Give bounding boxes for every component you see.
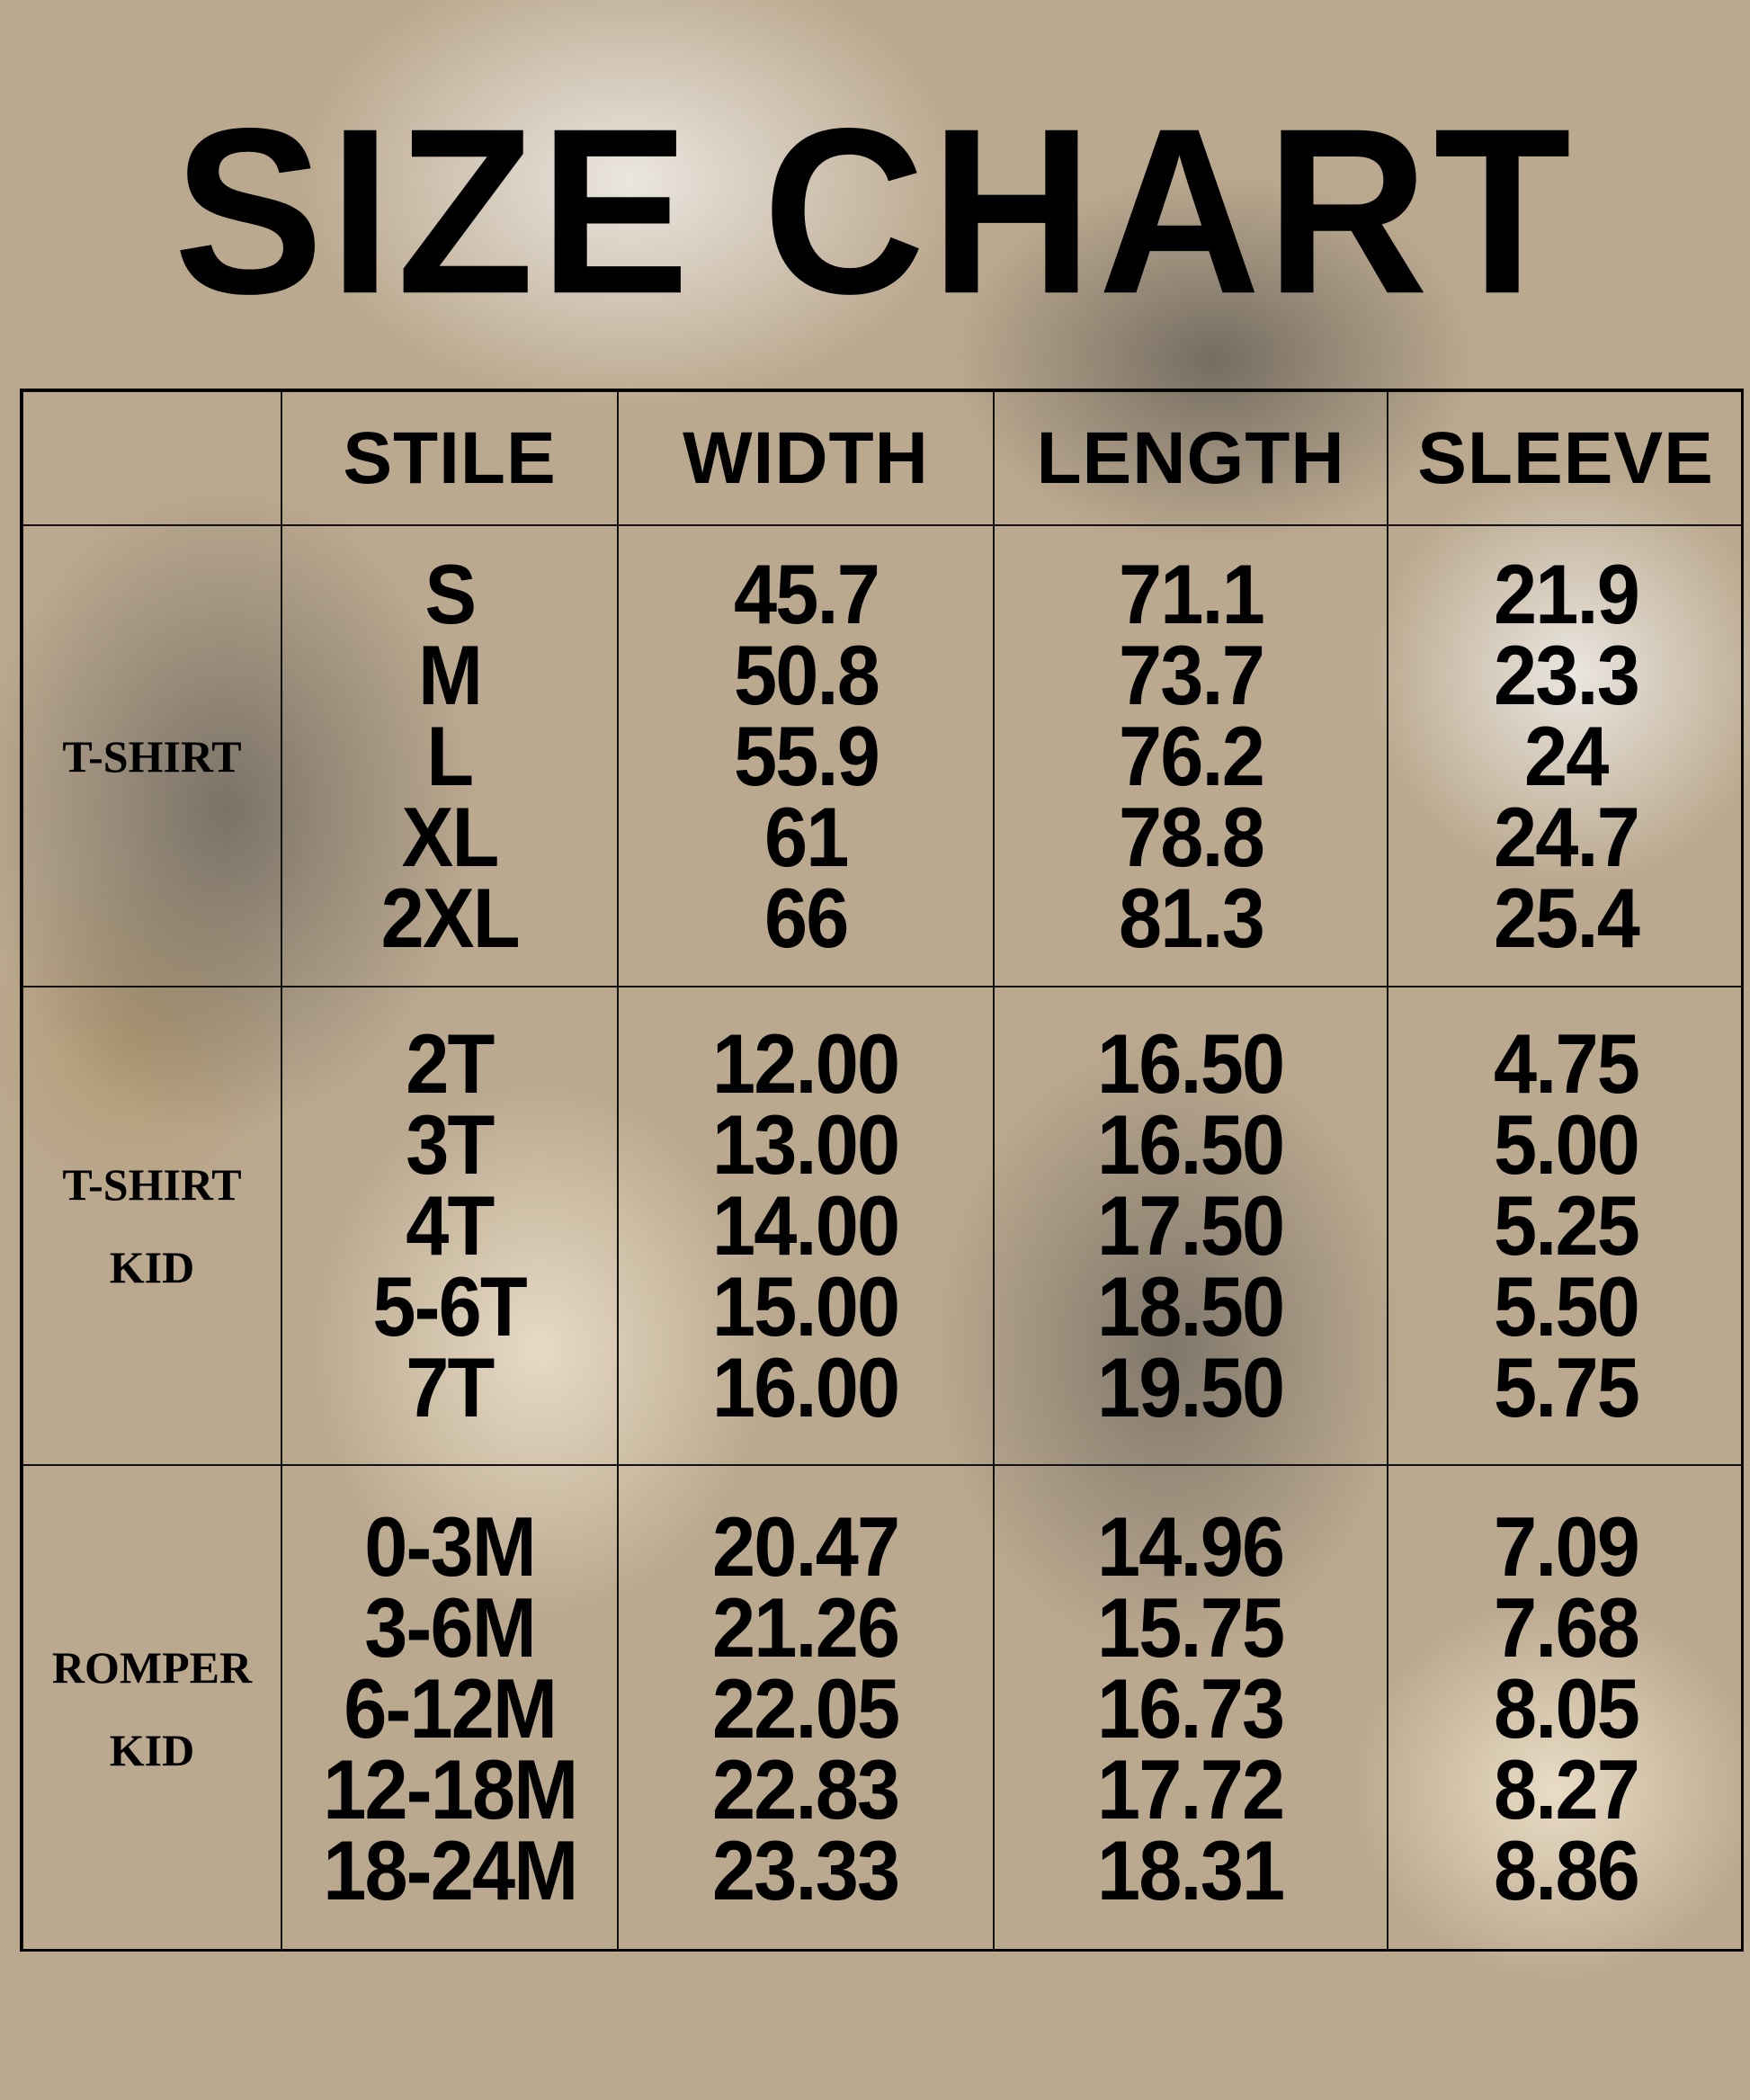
sizes-value: 2T [406, 1016, 495, 1111]
sleeve-value: 5.00 [1493, 1097, 1640, 1192]
length-value: 18.31 [1097, 1822, 1285, 1917]
length-value: 15.75 [1097, 1579, 1285, 1675]
sleeve-cell: 4.75 5.00 5.25 5.50 5.75 [1388, 987, 1744, 1465]
sleeve-value: 5.25 [1493, 1178, 1640, 1273]
sizes-value: 5-6T [372, 1259, 528, 1354]
sleeve-value: 8.86 [1493, 1822, 1640, 1917]
length-value: 17.72 [1097, 1741, 1285, 1836]
sizes-value: XL [401, 789, 500, 884]
length-value: 81.3 [1118, 870, 1265, 965]
sizes-cell: 0-3M 3-6M 6-12M 12-18M 18-24M [281, 1465, 618, 1952]
length-value: 73.7 [1118, 627, 1265, 722]
length-value: 76.2 [1118, 708, 1265, 803]
width-cell: 20.47 21.26 22.05 22.83 23.33 [618, 1465, 994, 1952]
width-cell: 45.7 50.8 55.9 61 66 [618, 525, 994, 987]
width-value: 66 [763, 870, 849, 965]
sizes-value: 4T [406, 1178, 495, 1273]
length-cell: 71.1 73.7 76.2 78.8 81.3 [994, 525, 1388, 987]
sleeve-value: 25.4 [1493, 870, 1640, 965]
sleeve-cell: 21.9 23.3 24 24.7 25.4 [1388, 525, 1744, 987]
page-title: SIZE CHART [174, 79, 1576, 343]
sleeve-value: 21.9 [1493, 546, 1640, 641]
width-value: 61 [763, 789, 849, 884]
length-value: 14.96 [1097, 1498, 1285, 1594]
length-value: 16.50 [1097, 1097, 1285, 1192]
sizes-cell: S M L XL 2XL [281, 525, 618, 987]
sleeve-value: 24 [1523, 708, 1609, 803]
length-value: 19.50 [1097, 1340, 1285, 1434]
sleeve-value: 7.09 [1493, 1498, 1640, 1594]
section-label: ROMPER KID [22, 1465, 281, 1952]
size-chart-table: STILE WIDTH LENGTH SLEEVE T-SHIRT S M L XL 2XL 45.… [20, 389, 1744, 1952]
length-value: 78.8 [1118, 789, 1265, 884]
sizes-cell: 2T 3T 4T 5-6T 7T [281, 987, 618, 1465]
width-value: 12.00 [712, 1016, 900, 1111]
width-value: 21.26 [712, 1579, 900, 1675]
width-value: 50.8 [733, 627, 880, 722]
length-value: 18.50 [1097, 1259, 1285, 1354]
sizes-value: 0-3M [364, 1498, 537, 1594]
length-value: 71.1 [1118, 546, 1265, 641]
width-value: 14.00 [712, 1178, 900, 1273]
sleeve-value: 4.75 [1493, 1016, 1640, 1111]
width-value: 55.9 [733, 708, 880, 803]
sleeve-value: 7.68 [1493, 1579, 1640, 1675]
sizes-value: 2XL [380, 870, 520, 965]
sizes-value: S [424, 546, 477, 641]
sizes-value: M [417, 627, 483, 722]
section-label-line: KID [109, 1242, 195, 1292]
sleeve-value: 23.3 [1493, 627, 1640, 722]
sleeve-value: 8.05 [1493, 1660, 1640, 1756]
section-label: T-SHIRT KID [22, 987, 281, 1465]
column-header: SLEEVE [1388, 391, 1744, 525]
sizes-value: 18-24M [322, 1822, 578, 1917]
sizes-value: 3T [406, 1097, 495, 1192]
sleeve-value: 24.7 [1493, 789, 1640, 884]
section-label-line: ROMPER [51, 1641, 253, 1693]
sizes-value: 12-18M [322, 1741, 578, 1836]
section-label-line: T-SHIRT [62, 1159, 242, 1210]
sizes-value: 6-12M [344, 1660, 558, 1756]
length-value: 16.73 [1097, 1660, 1285, 1756]
section-label-line: T-SHIRT [62, 730, 242, 782]
width-value: 16.00 [712, 1340, 900, 1434]
sizes-value: L [426, 708, 474, 803]
width-value: 15.00 [712, 1259, 900, 1354]
sizes-value: 7T [406, 1340, 495, 1434]
sleeve-value: 8.27 [1493, 1741, 1640, 1836]
section-label: T-SHIRT [22, 525, 281, 987]
corner-cell [22, 391, 281, 525]
width-value: 22.83 [712, 1741, 900, 1836]
width-value: 45.7 [733, 546, 880, 641]
width-value: 20.47 [712, 1498, 900, 1594]
section-label-line: KID [109, 1724, 195, 1775]
column-header: LENGTH [994, 391, 1388, 525]
column-header: WIDTH [618, 391, 994, 525]
width-value: 23.33 [712, 1822, 900, 1917]
length-cell: 16.50 16.50 17.50 18.50 19.50 [994, 987, 1388, 1465]
length-cell: 14.96 15.75 16.73 17.72 18.31 [994, 1465, 1388, 1952]
sleeve-cell: 7.09 7.68 8.05 8.27 8.86 [1388, 1465, 1744, 1952]
width-value: 22.05 [712, 1660, 900, 1756]
length-value: 16.50 [1097, 1016, 1285, 1111]
column-header: STILE [281, 391, 618, 525]
sleeve-value: 5.75 [1493, 1340, 1640, 1434]
sizes-value: 3-6M [364, 1579, 537, 1675]
length-value: 17.50 [1097, 1178, 1285, 1273]
width-value: 13.00 [712, 1097, 900, 1192]
sleeve-value: 5.50 [1493, 1259, 1640, 1354]
width-cell: 12.00 13.00 14.00 15.00 16.00 [618, 987, 994, 1465]
